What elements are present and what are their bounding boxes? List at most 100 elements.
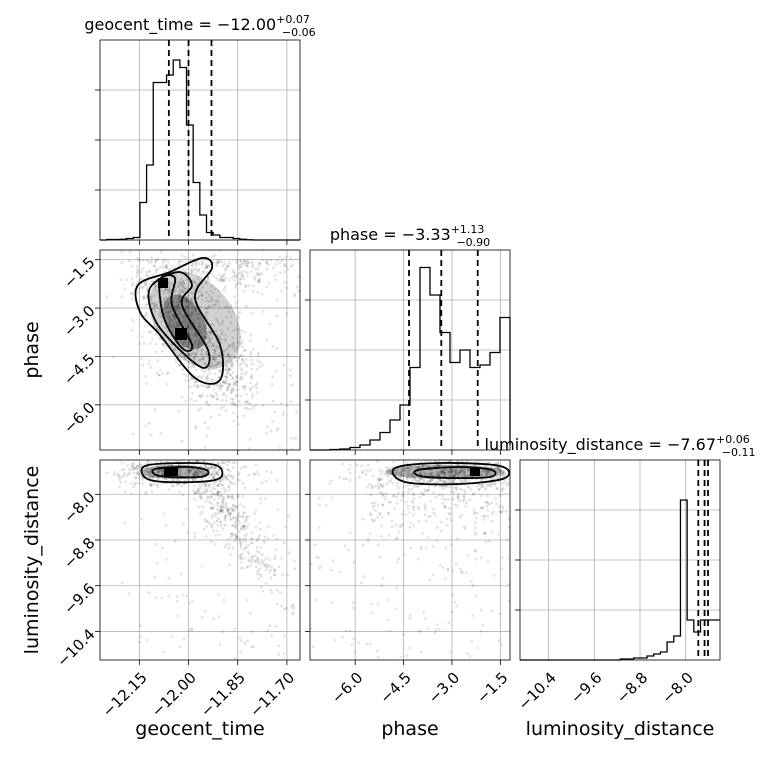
sample-point (202, 384, 206, 388)
sample-point (486, 509, 490, 512)
sample-point (238, 651, 242, 654)
sample-point (488, 472, 492, 476)
sample-point (234, 283, 238, 287)
sample-point (502, 472, 506, 476)
title-sup: +1.13 (451, 223, 485, 236)
sample-point (233, 355, 237, 359)
sample-point (195, 460, 199, 463)
sample-point (430, 471, 434, 475)
histogram-panel-phase: phase = −3.33+1.13 −0.90 (305, 223, 511, 455)
sample-point (485, 473, 489, 477)
sample-point (281, 413, 285, 417)
sample-point (226, 494, 230, 498)
sample-point (442, 487, 445, 491)
sample-point (318, 565, 322, 568)
sample-point (218, 273, 221, 277)
sample-point (499, 470, 502, 473)
sample-point (178, 473, 182, 477)
sample-point (416, 452, 419, 455)
sample-point (410, 478, 414, 482)
sample-point (192, 301, 196, 305)
sample-point (498, 509, 502, 513)
sample-point (205, 336, 209, 340)
sample-point (139, 457, 142, 460)
sample-point (275, 314, 279, 318)
sample-point (401, 485, 405, 489)
sample-point (501, 487, 505, 490)
sample-point (223, 461, 227, 465)
sample-point (137, 472, 141, 475)
sample-point (184, 297, 188, 300)
sample-point (90, 456, 93, 459)
x-axis-label-luminosity_distance: luminosity_distance (526, 718, 715, 740)
sample-point (219, 277, 223, 281)
sample-point (211, 467, 215, 470)
sample-point (395, 586, 398, 590)
sample-point (177, 306, 181, 310)
sample-point (214, 366, 218, 370)
sample-point (246, 260, 250, 264)
sample-point (190, 297, 194, 301)
sample-point (253, 512, 256, 515)
sample-point (444, 546, 448, 550)
sample-point (248, 261, 252, 265)
sample-point (235, 504, 239, 508)
sample-point (152, 302, 156, 306)
sample-point (459, 479, 463, 482)
sample-point (210, 506, 214, 510)
sample-point (131, 281, 135, 285)
sample-point (420, 477, 424, 481)
sample-point (443, 471, 447, 475)
sample-point (167, 268, 171, 272)
sample-point (277, 644, 281, 648)
sample-point (275, 478, 279, 482)
sample-point (394, 607, 398, 611)
sample-point (213, 360, 217, 363)
sample-point (473, 533, 477, 536)
sample-point (529, 479, 532, 482)
sample-point (220, 341, 223, 344)
sample-point (180, 439, 184, 443)
sample-point (209, 540, 213, 543)
sample-point (215, 493, 219, 496)
sample-point (123, 287, 127, 291)
sample-point (210, 342, 214, 345)
sample-point (197, 468, 201, 472)
sample-point (438, 478, 442, 482)
sample-point (235, 415, 239, 419)
sample-point (226, 327, 230, 331)
sample-point (504, 472, 508, 476)
sample-point (213, 287, 217, 291)
sample-point (399, 498, 403, 502)
sample-point (167, 488, 171, 492)
sample-point (226, 468, 230, 472)
sample-point (436, 474, 440, 477)
sample-point (136, 268, 140, 272)
sample-point (490, 481, 494, 485)
sample-point (166, 302, 170, 306)
sample-point (189, 291, 193, 294)
sample-point (185, 296, 189, 300)
sample-point (204, 311, 208, 314)
sample-point (245, 526, 249, 530)
sample-point (212, 529, 216, 533)
sample-point (221, 467, 225, 471)
sample-point (233, 275, 237, 279)
sample-point (479, 556, 483, 560)
sample-point (173, 317, 176, 321)
sample-point (258, 262, 261, 266)
sample-point (204, 369, 208, 373)
sample-point (361, 517, 365, 521)
sample-point (215, 520, 218, 523)
sample-point (224, 381, 227, 385)
sample-point (223, 516, 227, 520)
sample-point (433, 474, 437, 478)
sample-point (161, 343, 165, 347)
sample-point (220, 509, 224, 513)
sample-point (163, 292, 166, 296)
sample-point (397, 491, 400, 495)
sample-point (149, 483, 152, 487)
sample-point (211, 323, 215, 327)
sample-point (209, 506, 213, 509)
sample-point (259, 501, 263, 505)
